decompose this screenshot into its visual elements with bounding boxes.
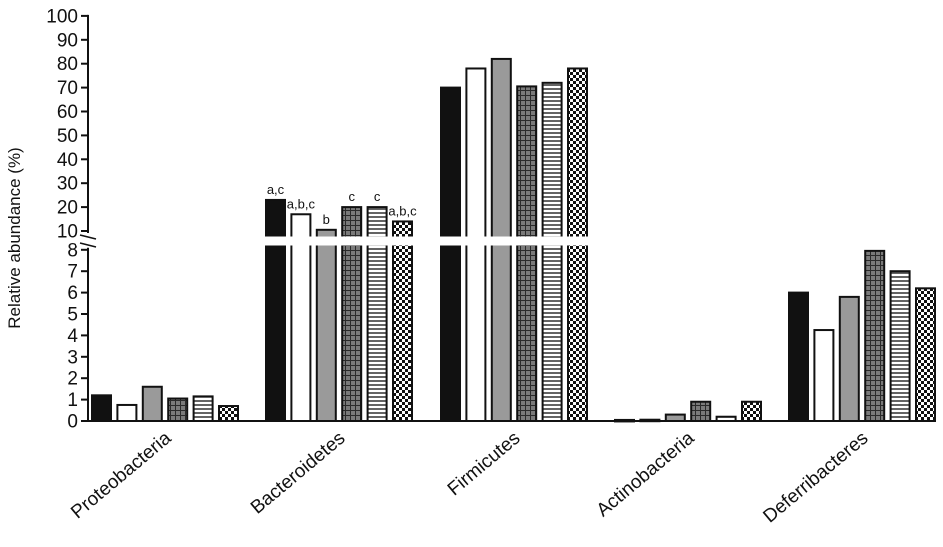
bar	[315, 228, 337, 422]
y-tick-label: 7	[67, 262, 78, 283]
y-tick-label: 4	[67, 326, 78, 347]
y-tick-label: 1	[67, 390, 78, 411]
significance-label: a,b,c	[287, 196, 316, 211]
y-tick-label: 3	[67, 347, 78, 368]
y-tick-label: 70	[57, 78, 78, 99]
y-tick-label: 20	[57, 198, 78, 219]
y-tick-label: 30	[57, 174, 78, 195]
y-tick-label: 0	[67, 412, 78, 433]
bar	[218, 405, 239, 422]
y-tick-label: 40	[57, 150, 78, 171]
y-tick-label: 2	[67, 369, 78, 390]
bar	[141, 385, 163, 423]
y-tick-label: 5	[67, 305, 78, 326]
bar	[838, 295, 860, 423]
y-tick-label: 90	[57, 30, 78, 51]
axis-break-mark	[79, 234, 97, 240]
y-tick-label: 10	[57, 222, 78, 243]
bar	[91, 394, 112, 423]
bar	[813, 329, 835, 422]
axis-break-band	[76, 236, 930, 246]
significance-label: c	[348, 189, 355, 204]
bar	[192, 395, 214, 423]
axis-break-mark	[79, 242, 97, 248]
bar	[392, 220, 413, 422]
significance-label: a,c	[267, 182, 285, 197]
y-axis-label: Relative abundance (%)	[5, 147, 24, 328]
bar	[516, 85, 538, 422]
bar	[788, 291, 809, 422]
bar	[915, 287, 936, 422]
bar	[265, 198, 286, 422]
bar	[864, 249, 886, 422]
bar	[690, 400, 712, 422]
y-tick-label: 50	[57, 126, 78, 147]
significance-label: b	[323, 212, 330, 227]
y-tick-label: 8	[67, 240, 78, 261]
y-tick-label: 100	[46, 6, 78, 27]
bar	[440, 86, 461, 422]
y-tick-label: 6	[67, 283, 78, 304]
significance-label: a,b,c	[388, 203, 417, 218]
x-category-label: Firmicutes	[444, 428, 525, 500]
y-tick-label: 60	[57, 102, 78, 123]
significance-label: c	[374, 189, 381, 204]
bar	[116, 403, 138, 423]
x-category-label: Actinobacteria	[593, 427, 699, 521]
bar	[167, 397, 189, 422]
bar	[541, 81, 563, 422]
x-category-label: Proteobacteria	[67, 427, 175, 523]
y-tick-label: 80	[57, 54, 78, 75]
x-category-label: Bacteroidetes	[247, 428, 350, 519]
bar	[889, 270, 911, 423]
bar	[741, 400, 762, 422]
x-category-label: Deferribacteres	[759, 428, 872, 528]
